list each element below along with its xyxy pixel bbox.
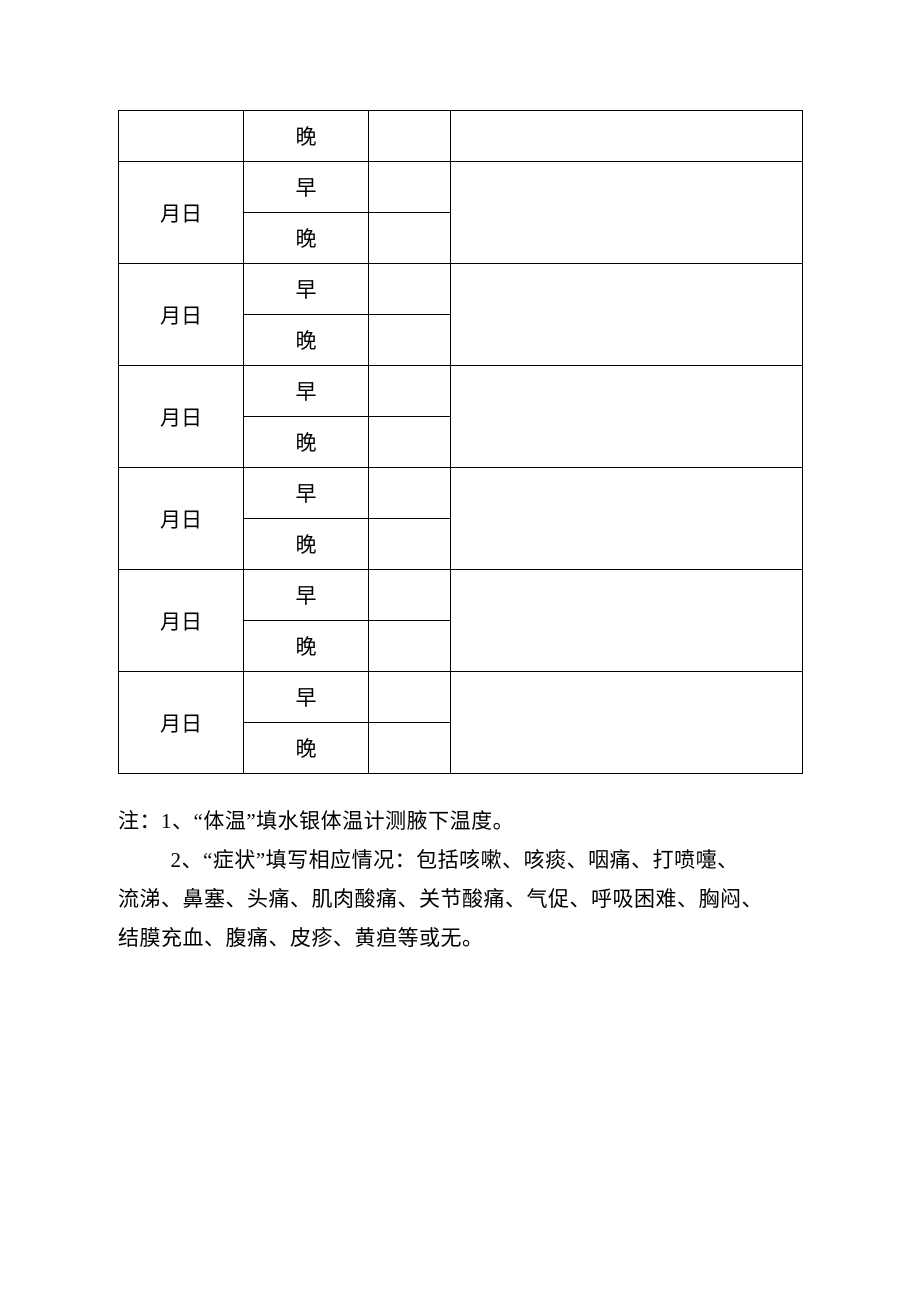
time-cell-evening: 晚 <box>244 213 369 264</box>
note-line-4: 结膜充血、腹痛、皮疹、黄疸等或无。 <box>118 919 802 958</box>
notes-section: 注：1、“体温”填水银体温计测腋下温度。 2、“症状”填写相应情况：包括咳嗽、咳… <box>118 802 802 957</box>
temp-cell <box>369 315 451 366</box>
temp-cell <box>369 468 451 519</box>
table-row: 月日 早 <box>119 162 803 213</box>
temp-cell <box>369 519 451 570</box>
time-cell-morning: 早 <box>244 162 369 213</box>
symptom-cell <box>451 264 803 366</box>
time-cell-morning: 早 <box>244 264 369 315</box>
table-row: 月日 早 <box>119 264 803 315</box>
time-cell-evening: 晚 <box>244 519 369 570</box>
table-row: 月日 早 <box>119 570 803 621</box>
temp-cell <box>369 111 451 162</box>
temp-cell <box>369 672 451 723</box>
time-cell-evening: 晚 <box>244 621 369 672</box>
symptom-cell <box>451 672 803 774</box>
symptom-cell <box>451 111 803 162</box>
date-cell: 月日 <box>119 162 244 264</box>
date-cell: 月日 <box>119 366 244 468</box>
temp-cell <box>369 570 451 621</box>
table-row: 月日 早 <box>119 672 803 723</box>
time-cell-morning: 早 <box>244 570 369 621</box>
date-cell: 月日 <box>119 468 244 570</box>
temperature-log-table: 晚 月日 早 晚 月日 早 晚 <box>118 110 803 774</box>
temp-cell <box>369 162 451 213</box>
temp-cell <box>369 723 451 774</box>
document-page: 晚 月日 早 晚 月日 早 晚 <box>0 0 920 957</box>
time-cell-evening: 晚 <box>244 723 369 774</box>
symptom-cell <box>451 570 803 672</box>
note-line-1: 注：1、“体温”填水银体温计测腋下温度。 <box>118 802 802 841</box>
time-cell-morning: 早 <box>244 468 369 519</box>
temp-cell <box>369 417 451 468</box>
symptom-cell <box>451 162 803 264</box>
symptom-cell <box>451 468 803 570</box>
note-line-2: 2、“症状”填写相应情况：包括咳嗽、咳痰、咽痛、打喷嚏、 <box>118 841 802 880</box>
time-cell-evening: 晚 <box>244 417 369 468</box>
time-cell-morning: 早 <box>244 366 369 417</box>
time-cell-evening: 晚 <box>244 315 369 366</box>
date-cell <box>119 111 244 162</box>
table-row: 月日 早 <box>119 366 803 417</box>
temp-cell <box>369 621 451 672</box>
temp-cell <box>369 213 451 264</box>
note-line-3: 流涕、鼻塞、头痛、肌肉酸痛、关节酸痛、气促、呼吸困难、胸闷、 <box>118 880 802 919</box>
temp-cell <box>369 264 451 315</box>
temp-cell <box>369 366 451 417</box>
symptom-cell <box>451 366 803 468</box>
time-cell-morning: 早 <box>244 672 369 723</box>
time-cell-evening: 晚 <box>244 111 369 162</box>
date-cell: 月日 <box>119 264 244 366</box>
table-row: 月日 早 <box>119 468 803 519</box>
table-row: 晚 <box>119 111 803 162</box>
date-cell: 月日 <box>119 672 244 774</box>
date-cell: 月日 <box>119 570 244 672</box>
